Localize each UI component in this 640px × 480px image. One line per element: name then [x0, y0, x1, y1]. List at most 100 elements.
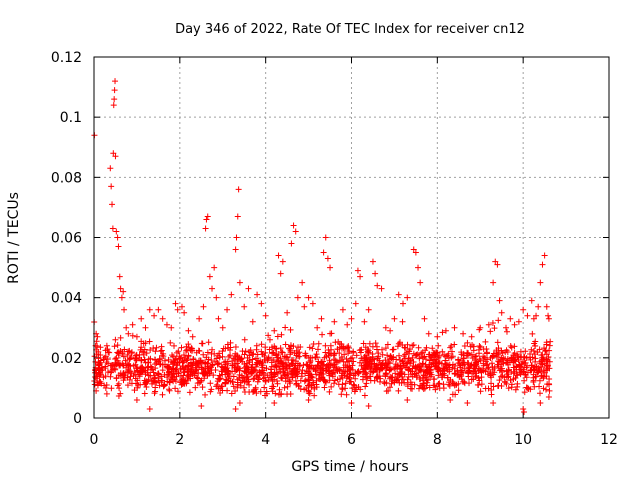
noise-point	[444, 374, 451, 381]
noise-point	[497, 373, 504, 380]
noise-point	[405, 355, 412, 362]
data-point	[111, 96, 118, 103]
noise-point	[531, 340, 538, 347]
noise-point	[460, 355, 467, 362]
noise-point	[388, 380, 395, 387]
noise-point	[272, 345, 279, 352]
noise-point	[104, 346, 111, 353]
noise-point	[192, 384, 199, 391]
noise-point	[213, 355, 220, 362]
x-tick-label: 0	[90, 432, 99, 448]
noise-point	[488, 380, 495, 387]
data-point	[294, 294, 301, 301]
noise-point	[91, 381, 98, 388]
noise-point	[458, 349, 465, 356]
noise-point	[123, 364, 130, 371]
noise-point	[145, 363, 152, 370]
data-point	[485, 321, 492, 328]
noise-point	[448, 348, 455, 355]
noise-point	[410, 341, 417, 348]
noise-point	[522, 348, 529, 355]
noise-point	[363, 370, 370, 377]
data-point	[511, 321, 518, 328]
noise-point	[286, 345, 293, 352]
noise-point	[259, 351, 266, 358]
noise-point	[364, 361, 371, 368]
noise-point	[340, 368, 347, 375]
noise-point	[215, 385, 222, 392]
noise-point	[384, 341, 391, 348]
noise-point	[130, 362, 137, 369]
noise-point	[521, 360, 528, 367]
noise-point	[205, 339, 212, 346]
noise-point	[439, 348, 446, 355]
noise-point	[485, 385, 492, 392]
data-point	[151, 312, 158, 319]
noise-point	[104, 369, 111, 376]
noise-point	[536, 390, 543, 397]
noise-point	[409, 365, 416, 372]
noise-point	[420, 354, 427, 361]
data-point	[520, 306, 527, 313]
noise-point	[153, 344, 160, 351]
y-tick-label: 0	[73, 411, 82, 427]
noise-point	[265, 354, 272, 361]
data-point	[374, 282, 381, 289]
noise-point	[280, 372, 287, 379]
noise-point	[388, 374, 395, 381]
noise-point	[284, 383, 291, 390]
noise-point	[536, 383, 543, 390]
noise-point	[439, 329, 446, 336]
noise-point	[494, 339, 501, 346]
noise-point	[254, 378, 261, 385]
noise-point	[116, 385, 123, 392]
noise-point	[92, 373, 99, 380]
noise-point	[505, 366, 512, 373]
noise-point	[496, 367, 503, 374]
noise-point	[446, 366, 453, 373]
noise-point	[323, 353, 330, 360]
noise-point	[254, 351, 261, 358]
noise-point	[282, 324, 289, 331]
noise-point	[391, 365, 398, 372]
data-point	[365, 402, 372, 409]
y-axis-label: ROTI / TECUs	[6, 192, 22, 284]
data-point	[339, 306, 346, 313]
noise-point	[97, 344, 104, 351]
noise-point	[424, 379, 431, 386]
noise-point	[543, 351, 550, 358]
data-point	[301, 303, 308, 310]
noise-point	[249, 389, 256, 396]
noise-point	[417, 382, 424, 389]
data-point	[369, 258, 376, 265]
noise-point	[530, 374, 537, 381]
noise-point	[413, 351, 420, 358]
noise-point	[166, 379, 173, 386]
noise-point	[207, 388, 214, 395]
noise-point	[353, 352, 360, 359]
noise-point	[186, 389, 193, 396]
noise-point	[139, 364, 146, 371]
noise-point	[503, 380, 510, 387]
noise-point	[382, 345, 389, 352]
noise-point	[207, 380, 214, 387]
data-point	[95, 348, 102, 355]
noise-point	[493, 347, 500, 354]
noise-point	[266, 346, 273, 353]
noise-point	[529, 330, 536, 337]
noise-point	[430, 382, 437, 389]
noise-point	[239, 358, 246, 365]
noise-point	[250, 367, 257, 374]
y-tick-label: 0.04	[51, 291, 82, 307]
noise-point	[359, 376, 366, 383]
noise-point	[141, 356, 148, 363]
noise-point	[263, 388, 270, 395]
data-point	[352, 300, 359, 307]
noise-point	[157, 360, 164, 367]
data-point	[133, 396, 140, 403]
noise-point	[417, 366, 424, 373]
noise-point	[314, 354, 321, 361]
data-point	[211, 264, 218, 271]
noise-point	[237, 379, 244, 386]
noise-point	[117, 334, 124, 341]
